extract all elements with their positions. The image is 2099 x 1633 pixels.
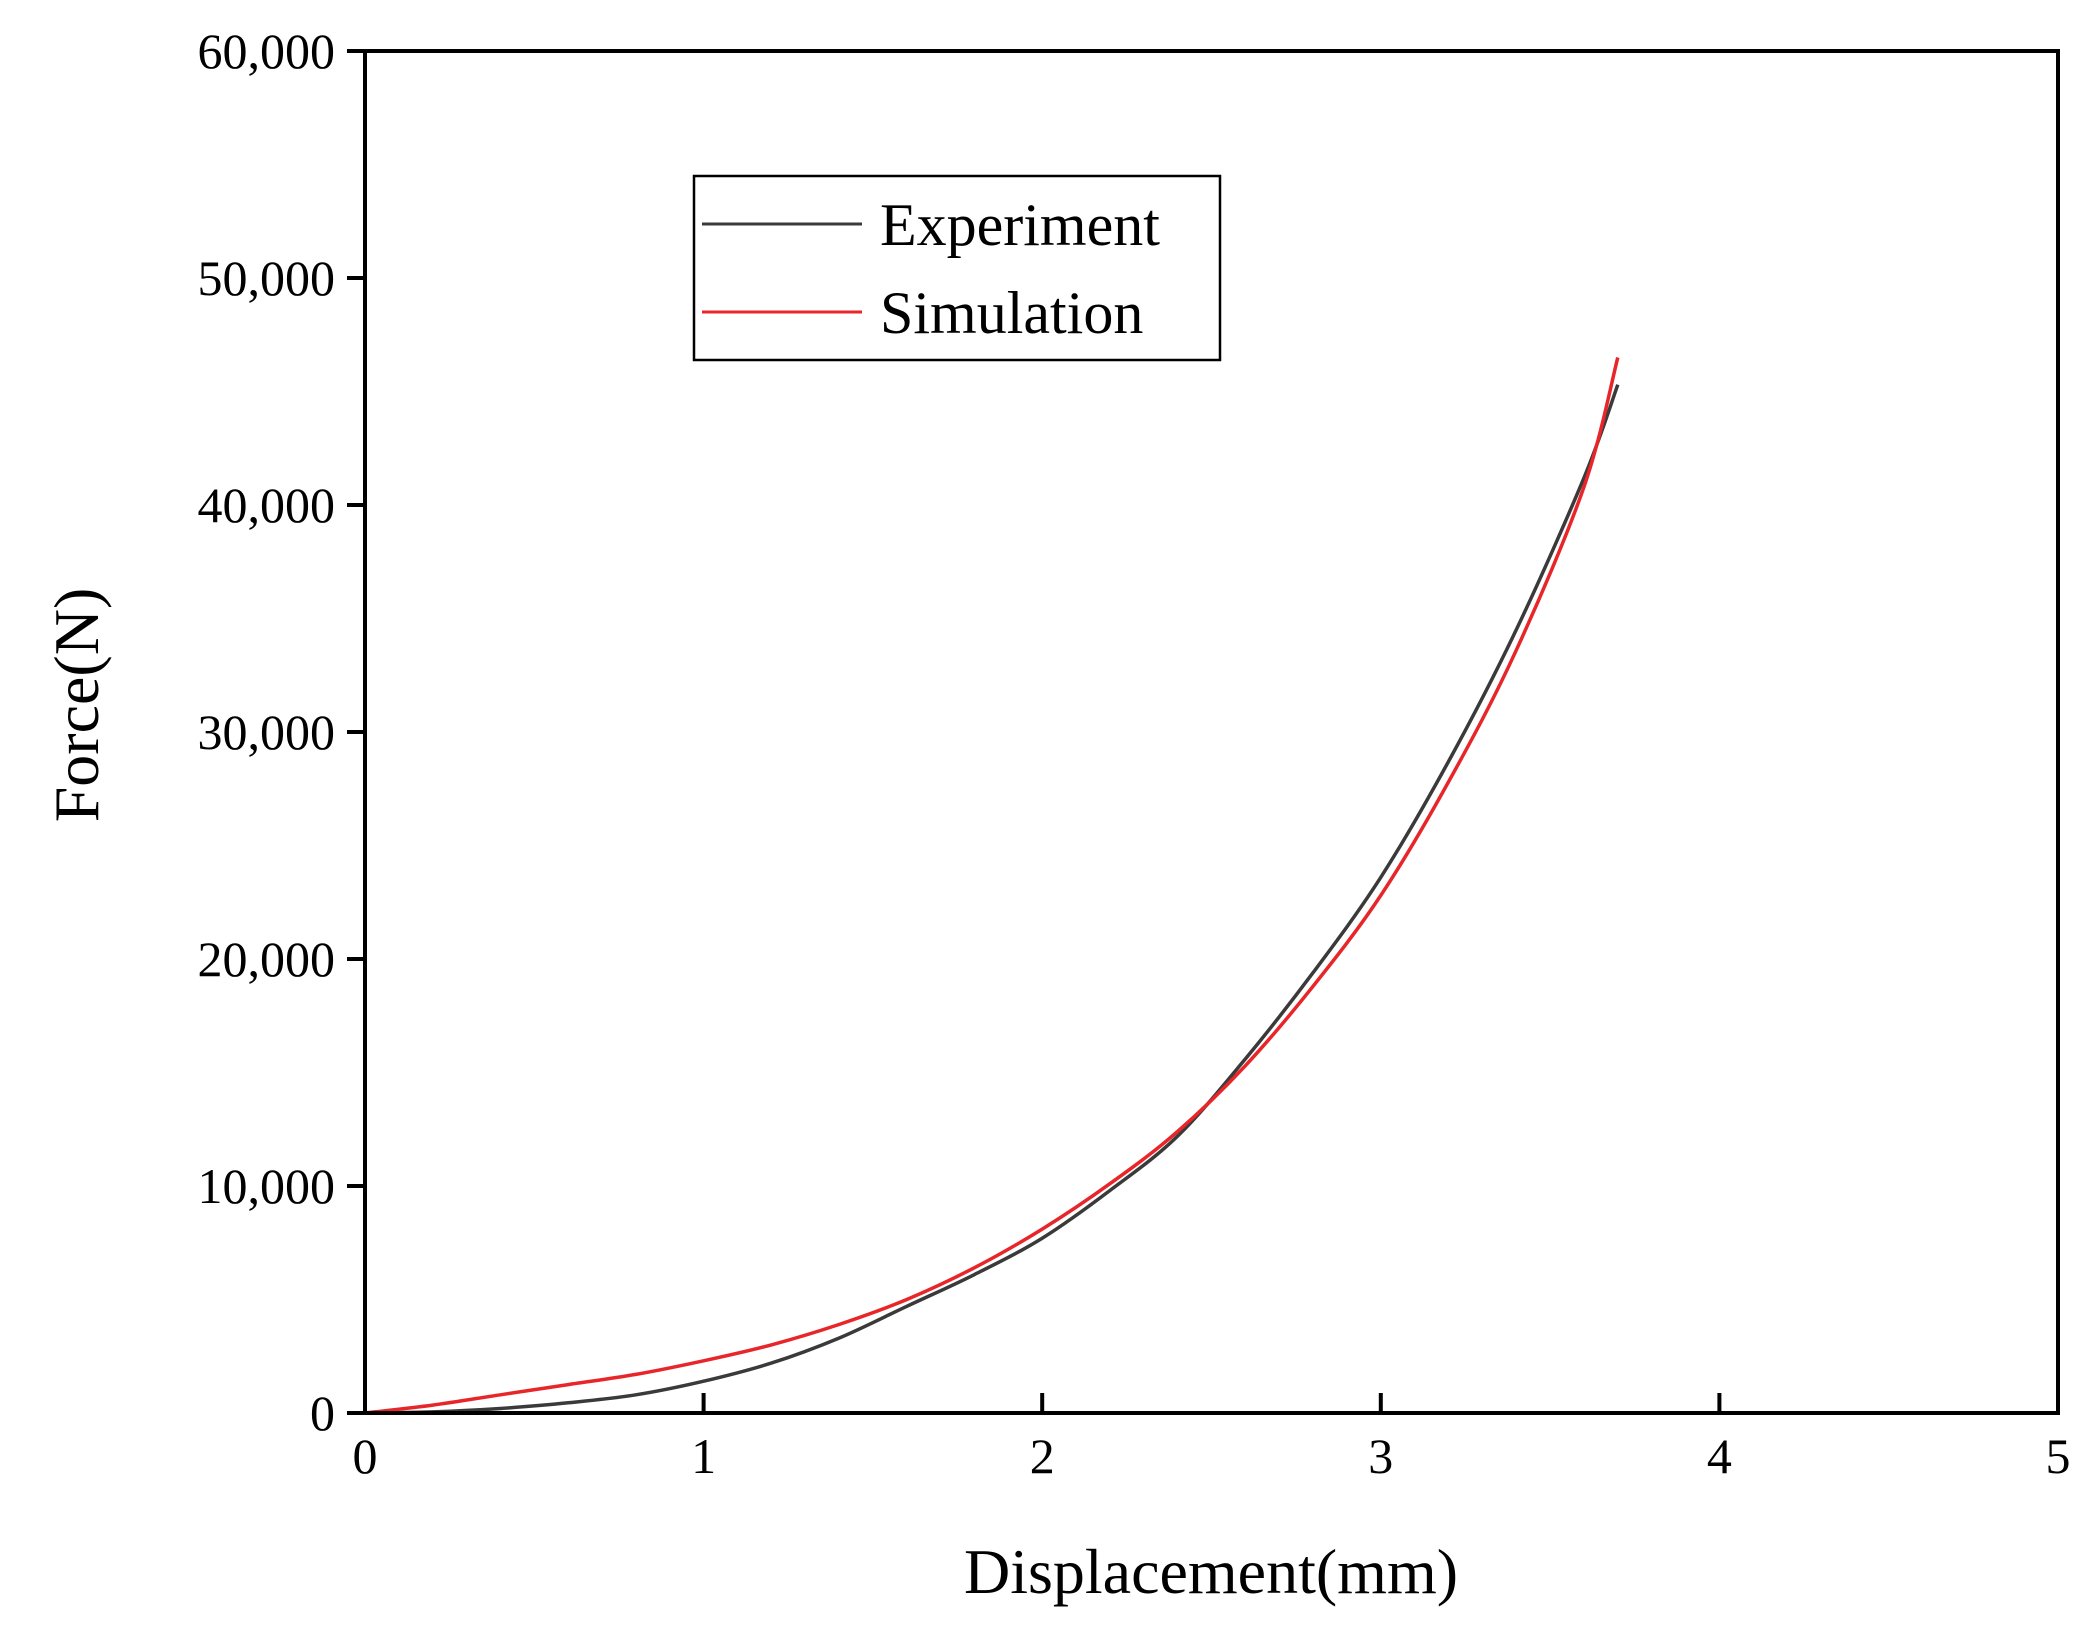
x-axis-title: Displacement(mm) xyxy=(964,1536,1458,1607)
y-tick-label: 60,000 xyxy=(198,23,336,79)
x-tick-label: 0 xyxy=(353,1428,378,1484)
y-tick-label: 20,000 xyxy=(198,931,336,987)
y-tick-label: 10,000 xyxy=(198,1158,336,1214)
x-tick-label: 1 xyxy=(691,1428,716,1484)
x-tick-label: 3 xyxy=(1368,1428,1393,1484)
series-line-simulation xyxy=(364,357,1620,1415)
y-tick-label: 30,000 xyxy=(198,704,336,760)
series-layer xyxy=(364,357,1620,1415)
y-tick-label: 0 xyxy=(310,1385,335,1441)
ticks-layer: 0 1 2 3 4 5 0 10,000 20,000 30,000 40,000 50,000 60,… xyxy=(198,23,2071,1484)
legend: Experiment Simulation xyxy=(692,174,1222,362)
legend-label-experiment: Experiment xyxy=(880,192,1160,258)
y-tick-label: 40,000 xyxy=(198,477,336,533)
x-tick-label: 4 xyxy=(1707,1428,1732,1484)
x-tick-label: 2 xyxy=(1030,1428,1055,1484)
legend-label-simulation: Simulation xyxy=(880,280,1143,346)
legend-box xyxy=(692,174,1222,362)
y-axis-title: Force(N) xyxy=(41,588,112,823)
series-line-experiment xyxy=(364,384,1620,1415)
x-tick-label: 5 xyxy=(2046,1428,2071,1484)
y-tick-label: 50,000 xyxy=(198,250,336,306)
